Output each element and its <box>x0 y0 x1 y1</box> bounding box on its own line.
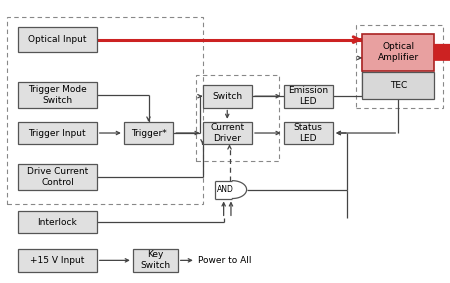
Text: AND: AND <box>217 185 234 194</box>
FancyBboxPatch shape <box>18 249 97 272</box>
Text: TEC: TEC <box>390 81 407 90</box>
Text: Trigger Input: Trigger Input <box>28 128 86 138</box>
FancyBboxPatch shape <box>18 122 97 144</box>
FancyBboxPatch shape <box>124 122 173 144</box>
Text: Key
Switch: Key Switch <box>140 250 170 270</box>
Text: +15 V Input: +15 V Input <box>30 256 85 265</box>
Text: Optical Input: Optical Input <box>28 35 86 44</box>
Text: Current
Driver: Current Driver <box>210 123 244 143</box>
Text: Switch: Switch <box>212 92 242 101</box>
FancyBboxPatch shape <box>133 249 178 272</box>
FancyBboxPatch shape <box>284 122 333 144</box>
FancyBboxPatch shape <box>362 34 434 71</box>
Text: Trigger*: Trigger* <box>130 128 166 138</box>
FancyBboxPatch shape <box>362 72 434 99</box>
FancyBboxPatch shape <box>202 85 252 108</box>
Text: Emission
LED: Emission LED <box>288 86 328 106</box>
Text: Drive Current
Control: Drive Current Control <box>27 167 88 187</box>
Text: Power to All: Power to All <box>198 256 252 265</box>
FancyBboxPatch shape <box>18 164 97 190</box>
Text: Interlock: Interlock <box>37 218 77 227</box>
Text: Status
LED: Status LED <box>294 123 323 143</box>
FancyBboxPatch shape <box>18 211 97 233</box>
FancyBboxPatch shape <box>202 122 252 144</box>
FancyBboxPatch shape <box>18 27 97 52</box>
Text: Trigger Mode
Switch: Trigger Mode Switch <box>28 85 87 105</box>
Text: Optical
Amplifier: Optical Amplifier <box>378 42 419 62</box>
FancyBboxPatch shape <box>18 82 97 108</box>
FancyBboxPatch shape <box>284 85 333 108</box>
FancyArrow shape <box>434 42 450 63</box>
